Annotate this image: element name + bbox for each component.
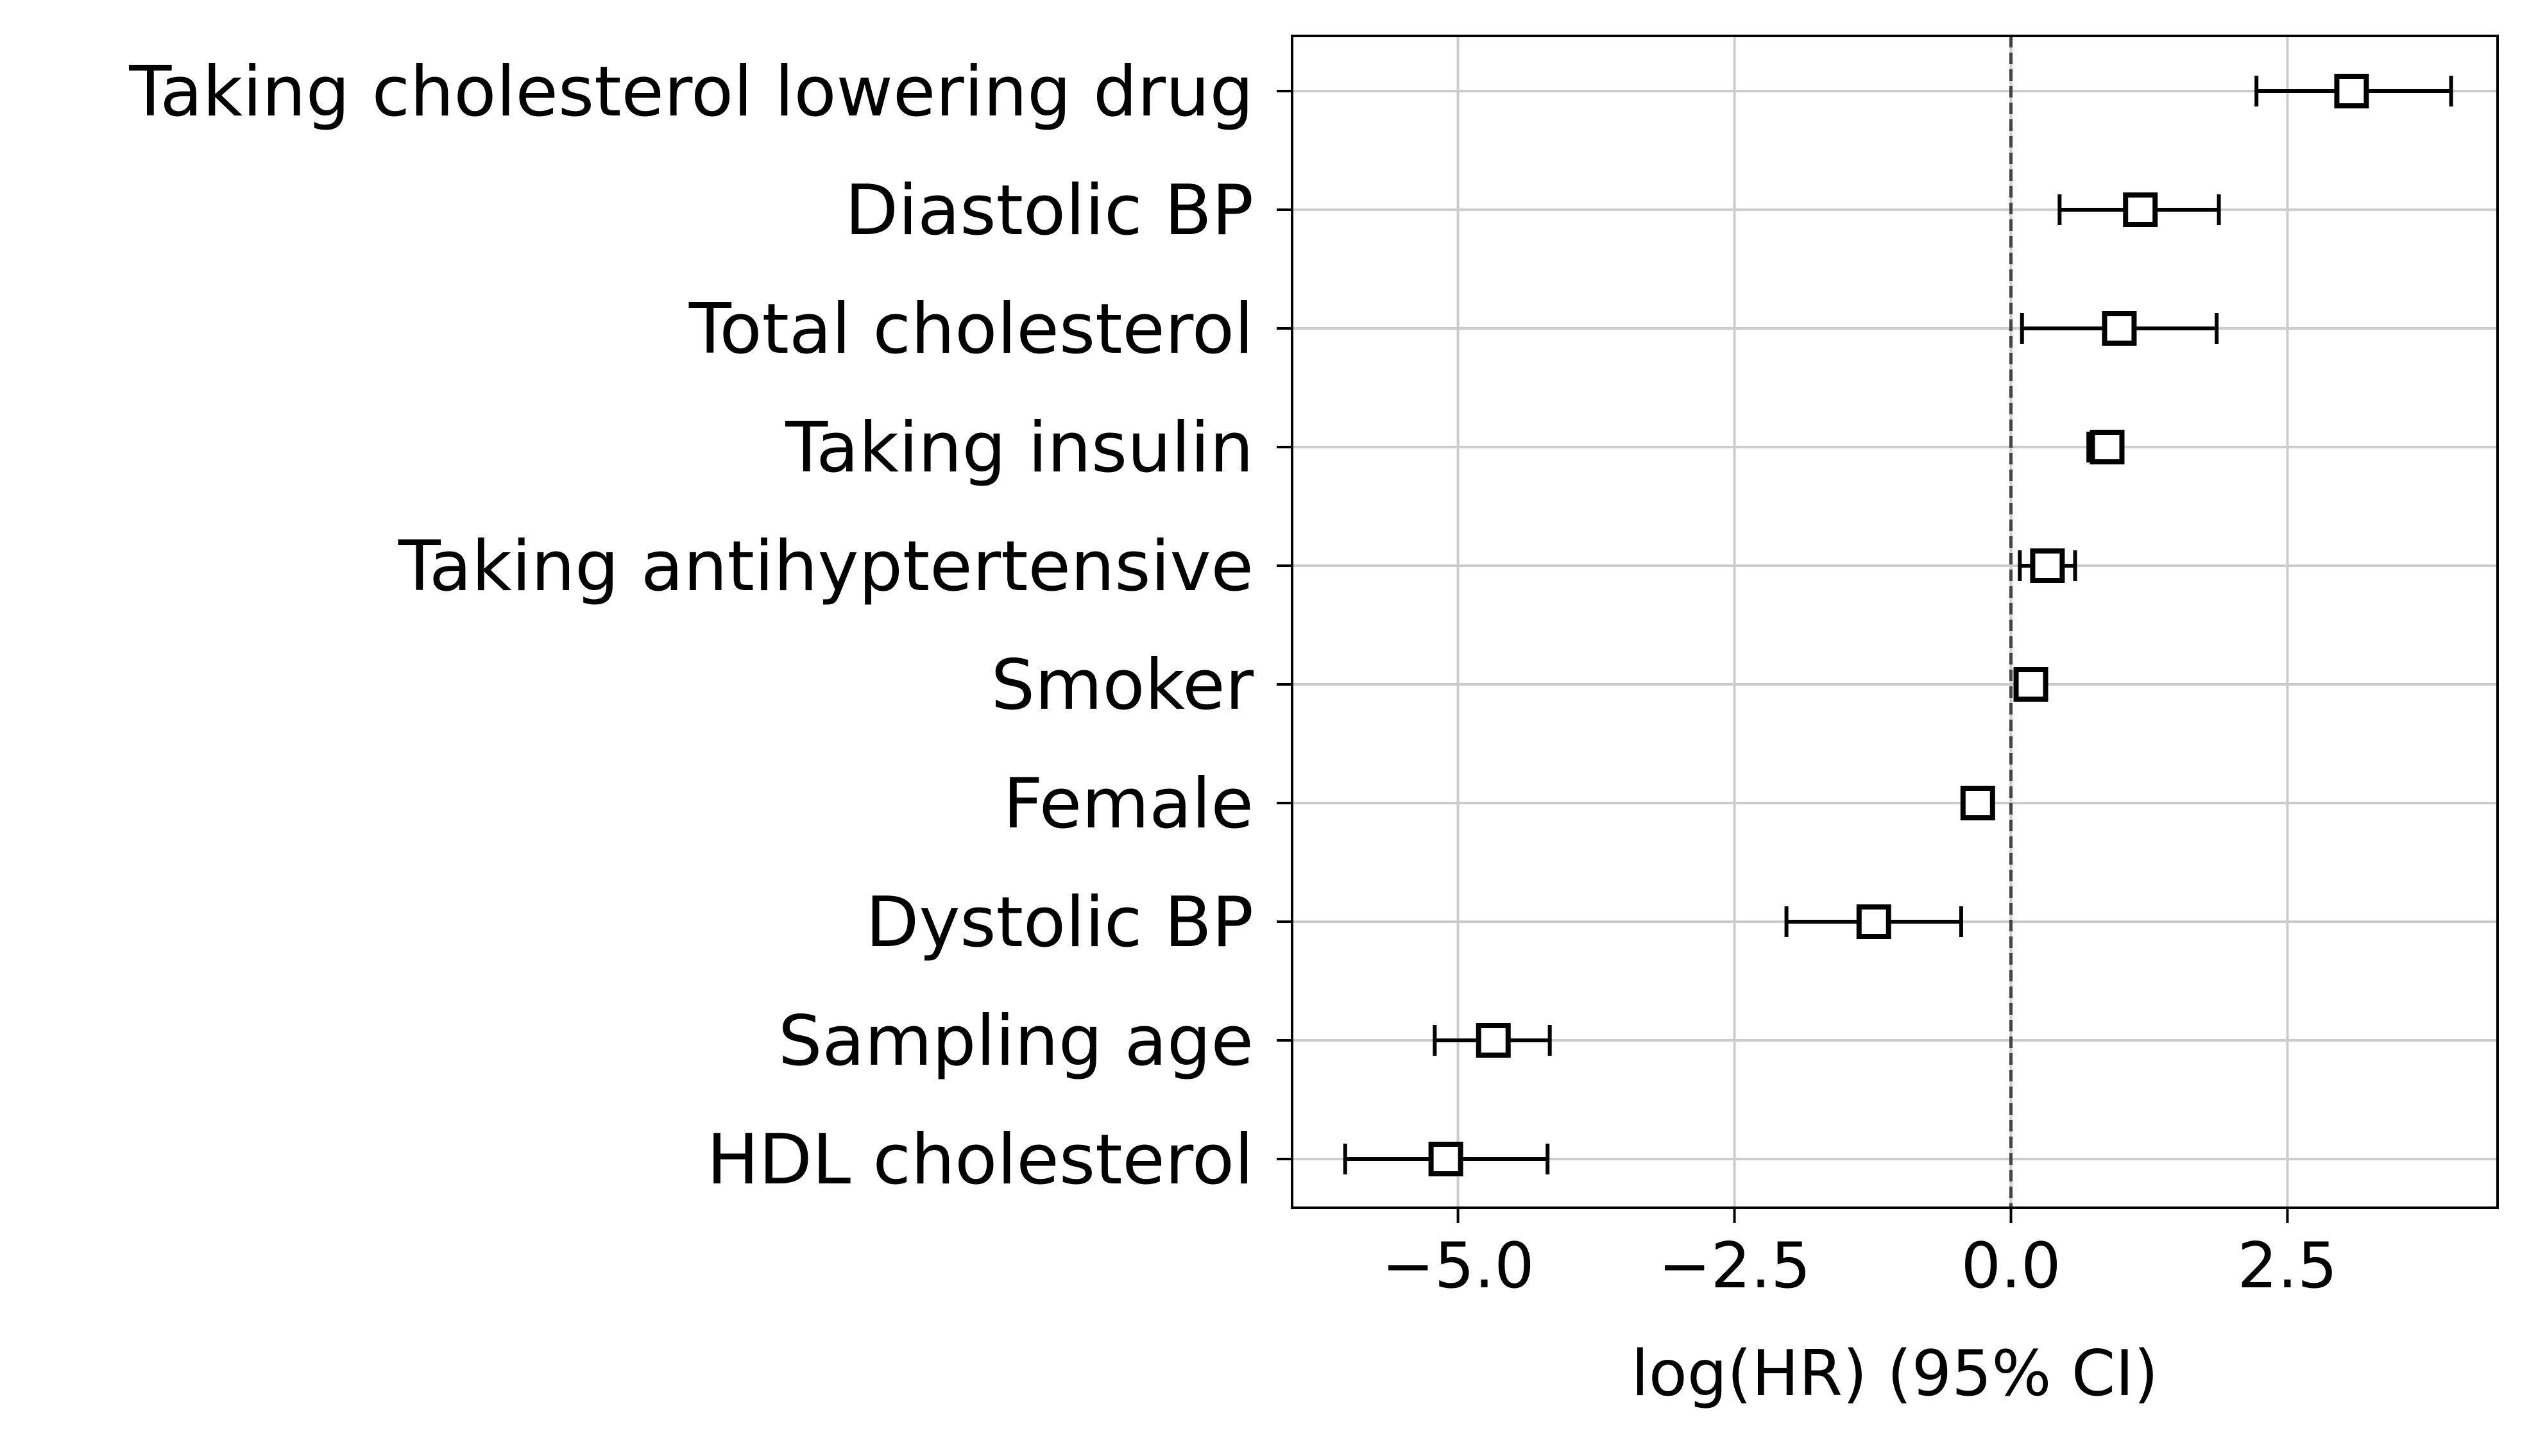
estimate-marker (1476, 1023, 1511, 1058)
estimate-marker (1428, 1142, 1463, 1176)
x-tick-label: −5.0 (1382, 1230, 1535, 1303)
y-tick-label: Taking insulin (785, 408, 1254, 488)
estimate-marker (1856, 904, 1891, 939)
y-tick-label: Diastolic BP (845, 171, 1254, 251)
x-tick-label: 2.5 (2238, 1230, 2338, 1303)
data-marks (1343, 74, 2453, 1176)
tick-layer: −5.0 −2.5 0.0 2.5 Taking cholesterol lowerin… (128, 52, 2337, 1303)
x-tick-label: −2.5 (1658, 1230, 1811, 1303)
plot-frame (1291, 35, 2499, 1209)
y-tick-label: Female (1003, 764, 1254, 844)
estimate-marker (2013, 667, 2048, 702)
estimate-marker (1960, 786, 1995, 820)
y-tick-label: Sampling age (778, 1001, 1254, 1081)
y-tick-label: HDL cholesterol (707, 1120, 1254, 1200)
estimate-marker (2334, 74, 2369, 108)
x-axis-label: log(HR) (95% CI) (1631, 1337, 2159, 1410)
x-tick-label: 0.0 (1961, 1230, 2061, 1303)
estimate-marker (2090, 430, 2125, 464)
estimate-marker (2030, 548, 2065, 583)
y-tick-label: Total cholesterol (688, 289, 1254, 369)
estimate-marker (2123, 192, 2158, 227)
y-tick-label: Smoker (991, 645, 1254, 725)
y-tick-label: Taking antihyptertensive (398, 527, 1254, 607)
estimate-marker (2102, 311, 2137, 346)
y-tick-label: Taking cholesterol lowering drug (128, 52, 1254, 132)
y-tick-label: Dystolic BP (865, 883, 1254, 963)
